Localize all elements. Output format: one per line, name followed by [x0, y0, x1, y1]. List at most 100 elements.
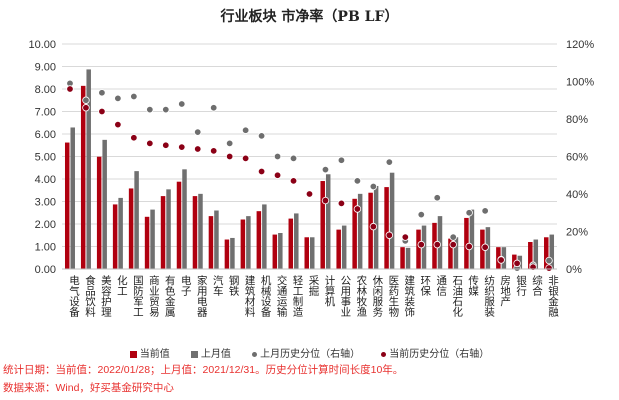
dot-current-percentile [497, 256, 505, 264]
bar-current [304, 237, 309, 269]
dot-current-percentile [178, 143, 186, 151]
y-tick-label: 7.00 [35, 107, 56, 119]
dot-prev-percentile [194, 128, 202, 136]
x-category-label: 汽车 [212, 274, 224, 297]
bar-current [64, 142, 70, 269]
x-category-label: 建筑装饰 [403, 274, 415, 318]
dot-current-percentile [449, 240, 457, 249]
dot-current-percentile [257, 167, 266, 176]
y-tick-label: 1.00 [35, 242, 56, 254]
bar-prev [246, 216, 251, 269]
bar-prev [325, 174, 331, 269]
footer-date-note: 统计日期：当前值：2022/01/28；上月值：2021/12/31。历史分位计… [3, 364, 404, 376]
dot-current-percentile [130, 134, 138, 142]
bar-prev [230, 237, 235, 269]
dot-prev-percentile [385, 158, 394, 166]
y-tick-label: 9.00 [35, 62, 56, 74]
legend-swatch [190, 351, 198, 358]
bar-prev [262, 204, 267, 269]
legend-label: 当前值 [139, 349, 170, 360]
x-category-label: 纺织服装 [483, 274, 495, 318]
x-category-label: 环保 [419, 275, 431, 297]
dot-current-percentile [305, 190, 314, 198]
y2-tick-label: 80% [566, 114, 588, 126]
x-category-label: 综合 [531, 274, 543, 297]
bar-prev [70, 127, 75, 269]
dot-prev-percentile [225, 139, 234, 148]
x-category-label: 医药生物 [387, 275, 399, 318]
x-category-label: 化工 [116, 274, 128, 296]
dot-current-percentile [146, 139, 154, 148]
x-category-label: 机械设备 [260, 274, 272, 318]
bar-prev [198, 193, 203, 269]
y2-tick-label: 100% [566, 77, 594, 89]
dot-prev-percentile [257, 132, 266, 140]
bar-current [144, 216, 150, 269]
x-category-label: 食品饮料 [84, 274, 96, 318]
legend-prev: 上月值 [190, 349, 231, 360]
x-category-label: 采掘 [308, 275, 320, 297]
legend-swatch [381, 352, 387, 357]
x-category-label: 家用电器 [196, 274, 208, 318]
x-category-label: 交通运输 [276, 274, 288, 318]
legend: 当前值 上月值 上月历史分位（右轴） 当前历史分位（右轴） [0, 345, 619, 360]
bar-prev [341, 225, 347, 269]
legend-label: 上月值 [200, 349, 231, 360]
dot-prev-percentile [209, 104, 218, 112]
bar-current [288, 218, 294, 269]
x-category-label: 美容护理 [100, 274, 112, 317]
dot-current-percentile [114, 120, 122, 129]
y2-tick-label: 120% [566, 39, 594, 51]
y2-tick-label: 40% [566, 189, 588, 201]
bar-current [400, 247, 405, 269]
y-tick-label: 2.00 [35, 219, 56, 231]
bar-prev [182, 169, 187, 269]
dot-current-percentile [321, 196, 330, 205]
bar-current [112, 204, 118, 269]
dot-current-percentile [545, 264, 553, 272]
dot-current-percentile [162, 141, 170, 149]
x-category-label: 电子 [180, 274, 192, 296]
x-category-label: 农林牧渔 [355, 274, 367, 318]
bar-current [464, 217, 469, 269]
y2-tick-label: 0% [566, 264, 582, 276]
bar-prev [469, 209, 475, 269]
legend-cur-pct: 当前历史分位（右轴） [381, 349, 489, 360]
bar-current [352, 198, 357, 269]
x-category-label: 石油石化 [451, 275, 463, 318]
dot-prev-percentile [433, 194, 441, 202]
dot-prev-percentile [146, 105, 154, 114]
dot-current-percentile [417, 240, 425, 249]
x-category-label: 有色金属 [164, 274, 176, 318]
x-category-label: 电气设备 [68, 274, 80, 318]
x-category-label: 国防军工 [132, 275, 144, 317]
bar-current [448, 238, 453, 269]
x-category-label: 房地产 [499, 274, 511, 307]
legend-current: 当前值 [129, 349, 170, 360]
bar-current [544, 237, 549, 269]
dot-current-percentile [513, 259, 521, 268]
bar-prev [405, 247, 411, 269]
dot-current-percentile [209, 147, 218, 155]
dot-prev-percentile [241, 126, 250, 134]
x-category-label: 休闲服务 [371, 275, 383, 318]
dot-prev-percentile [82, 96, 90, 104]
y-tick-label: 6.00 [35, 129, 56, 141]
bar-prev [389, 172, 395, 269]
x-category-label: 银行 [515, 274, 527, 297]
dot-current-percentile [337, 199, 346, 208]
bar-prev [150, 209, 155, 269]
dot-current-percentile [369, 222, 378, 231]
dot-current-percentile [353, 205, 362, 213]
x-category-label: 公用事业 [339, 275, 351, 317]
dot-current-percentile [289, 177, 298, 185]
bar-prev [86, 69, 91, 269]
bar-prev [453, 237, 459, 269]
dot-prev-percentile [321, 165, 330, 174]
dot-prev-percentile [178, 100, 186, 108]
bar-prev [421, 225, 427, 269]
x-category-label: 计算机 [323, 274, 335, 307]
y-tick-label: 0.00 [35, 264, 56, 276]
bar-prev [118, 197, 123, 269]
